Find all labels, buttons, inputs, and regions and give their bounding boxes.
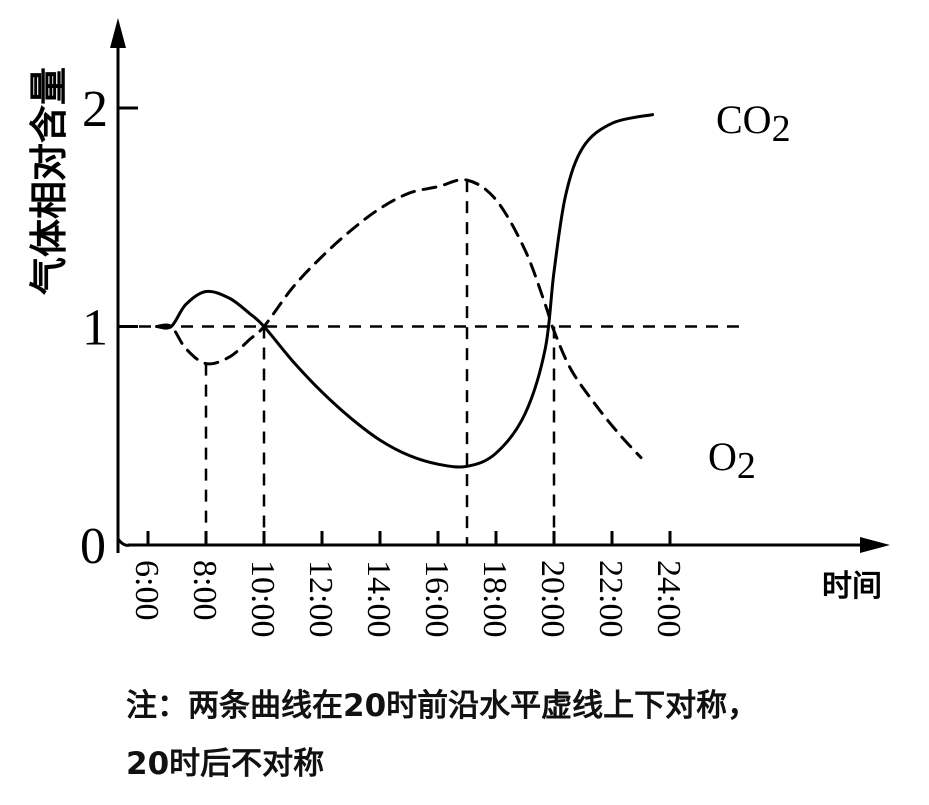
- axis-break-mark: [116, 538, 131, 547]
- guide-lines: [118, 180, 745, 545]
- x-axis-title: 时间: [822, 569, 882, 604]
- y-tick-label: 2: [82, 81, 108, 138]
- series-label-subscript: 2: [737, 445, 756, 487]
- series-line-1: [155, 178, 643, 460]
- x-tick-label: 20:00: [534, 560, 571, 637]
- x-tick-label: 6:00: [128, 560, 165, 620]
- x-tick-label: 12:00: [302, 560, 339, 637]
- x-axis-arrow: [860, 537, 890, 553]
- series-label-1: O2: [708, 434, 756, 487]
- series-label-name: CO: [716, 97, 772, 142]
- y-tick-label: 0: [80, 518, 106, 575]
- x-tick-label: 18:00: [476, 560, 513, 637]
- x-tick-label: 24:00: [650, 560, 687, 637]
- x-tick-label: 22:00: [592, 560, 629, 637]
- series-label-subscript: 2: [772, 108, 791, 150]
- y-axis-title: 气体相对含量: [27, 67, 71, 295]
- chart-note-line-1: 注：两条曲线在20时前沿水平虚线上下对称，: [126, 688, 759, 724]
- series-label-name: O: [708, 434, 737, 479]
- x-tick-label: 8:00: [186, 560, 223, 620]
- x-tick-label: 16:00: [418, 560, 455, 637]
- series-lines: [155, 113, 655, 469]
- series-label-0: CO2: [716, 97, 791, 150]
- chart-labels: 0 1 2 6:00 8:00 10:00 12:00 14:00 16:00 18:00 20:0…: [27, 67, 882, 637]
- y-tick-label: 1: [82, 300, 108, 357]
- x-tick-label: 14:00: [360, 560, 397, 637]
- y-axis-arrow: [110, 18, 126, 48]
- chart-note-line-2: 20时后不对称: [126, 746, 325, 782]
- series-line-0: [155, 113, 655, 469]
- axes: [110, 18, 890, 553]
- x-tick-label: 10:00: [244, 560, 281, 637]
